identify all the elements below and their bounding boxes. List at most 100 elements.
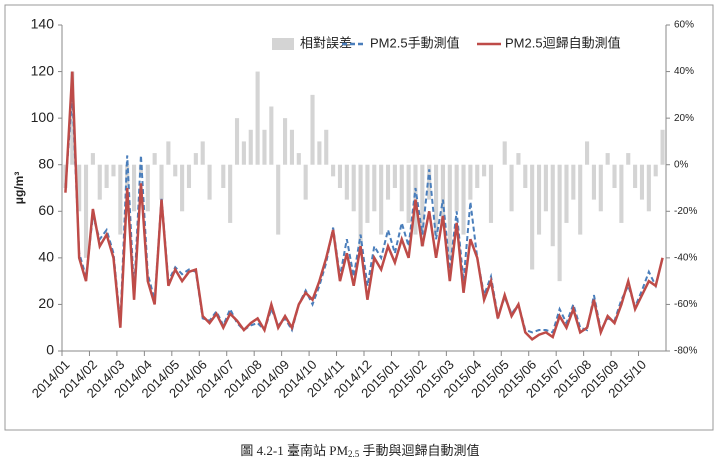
error-bar [173,164,178,177]
error-bar [186,164,192,188]
error-bar [482,164,487,177]
error-bar [591,164,596,200]
error-bar [646,164,651,212]
error-bar [468,164,473,200]
error-bar [475,164,480,188]
error-bar [612,164,617,188]
error-bar [248,129,253,165]
error-bar [104,164,109,188]
error-bar [461,164,466,235]
error-bar [207,164,212,200]
error-bar [83,164,89,258]
error-bar [262,129,267,165]
error-bar [502,141,507,165]
error-bar [365,164,370,223]
error-bar [159,164,164,200]
error-bar [310,94,315,165]
y-tick-label: 100 [31,109,55,125]
error-bar [193,153,198,165]
error-bar [303,164,308,200]
error-bar [399,164,404,212]
error-bar [234,118,240,165]
y2-tick-label: 40% [674,66,694,77]
error-bar [536,164,542,235]
error-bar [118,164,123,235]
y2-tick-label: -20% [674,206,697,217]
error-bar [639,164,645,200]
error-bar [90,153,95,165]
y2-tick-label: -80% [674,346,697,357]
error-bar [296,153,301,165]
error-bar [283,118,288,165]
error-bar [530,164,535,270]
error-bar [550,164,555,247]
error-bar [447,164,452,258]
error-bar [427,164,432,200]
error-bar [289,129,294,165]
series-line [64,71,664,341]
error-bar [138,164,143,177]
error-bar [653,164,658,177]
y-tick-label: 80 [38,155,54,171]
error-bar [331,164,336,177]
error-bar [241,141,246,165]
legend-label: PM2.5迴歸自動測值 [505,35,621,50]
error-bar [564,164,569,223]
error-bar [344,164,349,200]
error-bar [420,164,425,247]
error-bar [523,164,528,188]
y-tick-label: 20 [38,295,54,311]
error-bar [200,141,205,165]
y2-tick-label: 60% [674,20,694,31]
error-bar [543,164,548,212]
legend-label: PM2.5手動測值 [370,35,460,50]
error-bar [358,164,363,247]
error-bar [392,164,397,188]
y-tick-label: 140 [31,16,55,32]
error-bar [440,164,445,223]
error-bar [77,164,82,212]
error-bar [434,164,439,235]
error-bar [221,164,226,188]
error-bar [111,164,116,177]
error-bar [571,164,576,200]
y2-tick-label: 20% [674,113,694,124]
error-bar [125,164,130,188]
error-bar [660,129,665,165]
y-tick-label: 40 [38,249,54,265]
error-bar [372,164,377,212]
error-bar [166,141,171,165]
caption-part: 圖 4.2-1 臺南站 PM [240,443,348,458]
error-bar [276,164,281,235]
error-bar [337,164,343,188]
error-bar [324,129,329,165]
error-bar [619,164,624,223]
error-bar [97,164,102,200]
y-tick-label: 0 [46,342,54,358]
error-bar [516,153,521,165]
error-bar [228,164,233,223]
error-bar [152,153,157,165]
caption: 圖 4.2-1 臺南站 PM2.5 手動與迴歸自動測值 [240,443,479,459]
legend-swatch [272,38,294,50]
y-tick-label: 120 [31,62,55,78]
frame [4,4,714,431]
y-axis-label: μg/m³ [12,172,26,205]
error-bar [317,141,322,165]
error-bar [351,164,356,212]
error-bar [406,164,411,223]
error-bar [488,164,494,223]
error-bar [454,164,459,212]
error-bar [633,164,638,188]
y2-tick-label: 0% [674,159,689,170]
error-bar [626,153,631,165]
error-bar [379,164,384,235]
y2-tick-label: -40% [674,252,697,263]
error-bar [132,164,137,212]
error-bar [70,71,75,165]
y-tick-label: 60 [38,202,54,218]
legend-label: 相對誤差 [300,35,352,50]
caption-sub: 2.5 [348,449,360,459]
error-bar [180,164,185,212]
